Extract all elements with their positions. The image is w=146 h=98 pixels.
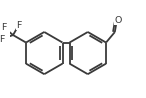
Text: O: O xyxy=(114,16,122,25)
Text: F: F xyxy=(0,34,5,44)
Text: F: F xyxy=(1,23,7,32)
Text: F: F xyxy=(16,21,21,29)
